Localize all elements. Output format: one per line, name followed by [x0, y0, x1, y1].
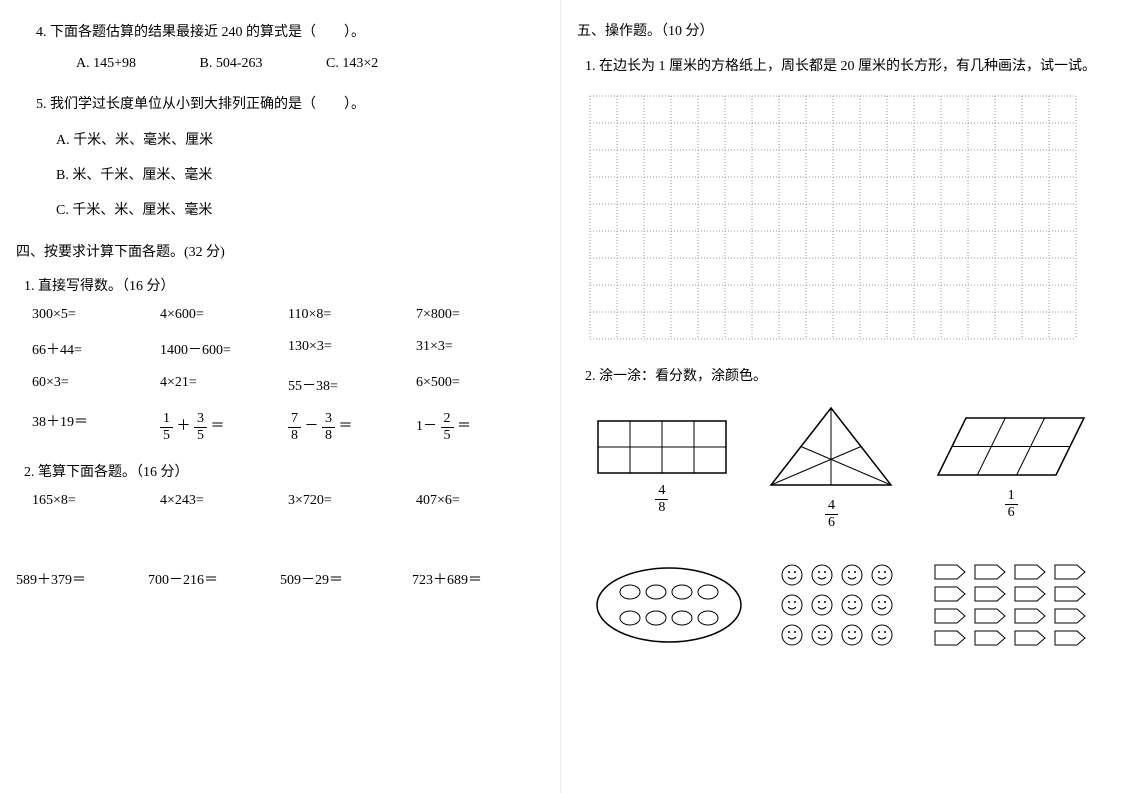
calc-cell: 38＋19＝ — [32, 411, 160, 443]
q4-text: 4. 下面各题估算的结果最接近 240 的算式是（ ）。 — [36, 20, 544, 45]
q4-opt-b: B. 504-263 — [200, 51, 263, 76]
section-4-header: 四、按要求计算下面各题。(32 分) — [16, 241, 544, 261]
shape-smileys — [777, 560, 897, 650]
calc-cell: 55－38= — [288, 375, 416, 395]
shape-tri-label: 4 6 — [766, 498, 896, 530]
frac-eq: ＝ — [457, 419, 471, 434]
q4-opt-c: C. 143×2 — [326, 51, 378, 76]
calc-cell: 4×21= — [160, 375, 288, 395]
q4-options: A. 145+98 B. 504-263 C. 143×2 — [36, 51, 544, 76]
oval-icon — [594, 565, 744, 645]
frac-num: 3 — [194, 411, 207, 427]
sub-2-header: 2. 笔算下面各题。（16 分） — [24, 461, 544, 481]
fraction: 3 8 — [322, 411, 335, 443]
calc-cell: 7×800= — [416, 307, 544, 323]
calc-cell: 6×500= — [416, 375, 544, 395]
calc-cell: 110×8= — [288, 307, 416, 323]
calc-cell: 165×8= — [32, 493, 160, 509]
shapes-row-1: 4 8 4 6 — [577, 405, 1106, 530]
frac-num: 2 — [441, 411, 454, 427]
frac-den: 5 — [194, 428, 207, 443]
frac-den: 6 — [1005, 505, 1018, 520]
q5-opt-a: A. 千米、米、毫米、厘米 — [36, 128, 213, 153]
frac-num: 4 — [825, 498, 838, 514]
triangle-icon — [766, 405, 896, 490]
frac-den: 5 — [441, 428, 454, 443]
calc-cell: 31×3= — [416, 339, 544, 359]
frac-eq: ＝ — [211, 419, 225, 434]
calc-cell-frac: 1－ 2 5 ＝ — [416, 411, 544, 443]
arrows-icon — [930, 560, 1090, 650]
shape-parallelogram: 1 6 — [936, 415, 1086, 520]
calc-cell: 4×243= — [160, 493, 288, 509]
sub-1-header: 1. 直接写得数。（16 分） — [24, 275, 544, 295]
frac-den: 8 — [655, 500, 668, 515]
calc-cell: 700－216＝ — [148, 569, 280, 589]
smileys-icon — [777, 560, 897, 650]
frac-num: 3 — [322, 411, 335, 427]
question-4: 4. 下面各题估算的结果最接近 240 的算式是（ ）。 A. 145+98 B… — [16, 20, 544, 76]
shape-triangle: 4 6 — [766, 405, 896, 530]
frac-den: 5 — [160, 428, 173, 443]
frac-op: ＋ — [177, 419, 191, 434]
fraction: 7 8 — [288, 411, 301, 443]
parallelogram-icon — [936, 415, 1086, 480]
shapes-row-2 — [577, 560, 1106, 650]
shape-oval-circles — [594, 565, 744, 645]
frac-den: 8 — [288, 428, 301, 443]
op-q2: 2. 涂一涂：看分数，涂颜色。 — [577, 364, 1106, 389]
q4-opt-a: A. 145+98 — [76, 51, 136, 76]
calc-cell: 589＋379＝ — [16, 569, 148, 589]
calc-cell: 60×3= — [32, 375, 160, 395]
frac-num: 7 — [288, 411, 301, 427]
shape-rect-label: 4 8 — [597, 483, 727, 515]
left-column: 4. 下面各题估算的结果最接近 240 的算式是（ ）。 A. 145+98 B… — [0, 0, 560, 793]
calc-cell-frac: 7 8 － 3 8 ＝ — [288, 411, 416, 443]
q5-opt-b: B. 米、千米、厘米、毫米 — [36, 163, 212, 188]
calc-cell: 509－29＝ — [280, 569, 412, 589]
frac-op: － — [305, 419, 319, 434]
rectangle-grid-icon — [597, 420, 727, 475]
frac-den: 6 — [825, 515, 838, 530]
written-calc-grid-2: 589＋379＝ 700－216＝ 509－29＝ 723＋689＝ — [16, 569, 544, 589]
calc-cell: 300×5= — [32, 307, 160, 323]
calc-cell: 1400－600= — [160, 339, 288, 359]
frac-pre: 1－ — [416, 419, 437, 434]
grid-svg — [589, 95, 1077, 340]
section-5-header: 五、操作题。（10 分） — [577, 20, 1106, 40]
frac-num: 1 — [1005, 488, 1018, 504]
shape-para-label: 1 6 — [936, 488, 1086, 520]
frac-num: 4 — [655, 483, 668, 499]
question-5: 5. 我们学过长度单位从小到大排列正确的是（ ）。 A. 千米、米、毫米、厘米 … — [16, 92, 544, 223]
fraction: 2 5 — [441, 411, 454, 443]
calc-cell-frac: 1 5 ＋ 3 5 ＝ — [160, 411, 288, 443]
calc-cell: 130×3= — [288, 339, 416, 359]
shape-arrows — [930, 560, 1090, 650]
q5-opt-c: C. 千米、米、厘米、毫米 — [36, 198, 544, 223]
frac-den: 8 — [322, 428, 335, 443]
q5-text: 5. 我们学过长度单位从小到大排列正确的是（ ）。 — [36, 92, 544, 117]
calc-cell: 407×6= — [416, 493, 544, 509]
mental-calc-grid: 300×5= 4×600= 110×8= 7×800= 66＋44= 1400－… — [16, 307, 544, 443]
frac-eq: ＝ — [339, 419, 353, 434]
calc-cell: 4×600= — [160, 307, 288, 323]
shape-rectangle: 4 8 — [597, 420, 727, 515]
fraction: 1 5 — [160, 411, 173, 443]
fraction: 3 5 — [194, 411, 207, 443]
frac-num: 1 — [160, 411, 173, 427]
calc-cell: 723＋689＝ — [412, 569, 544, 589]
op-q1: 1. 在边长为 1 厘米的方格纸上，周长都是 20 厘米的长方形，有几种画法，试… — [577, 54, 1106, 79]
right-column: 五、操作题。（10 分） 1. 在边长为 1 厘米的方格纸上，周长都是 20 厘… — [560, 0, 1122, 793]
calc-cell: 3×720= — [288, 493, 416, 509]
grid-paper — [589, 95, 1106, 340]
calc-cell: 66＋44= — [32, 339, 160, 359]
written-calc-grid: 165×8= 4×243= 3×720= 407×6= — [16, 493, 544, 509]
